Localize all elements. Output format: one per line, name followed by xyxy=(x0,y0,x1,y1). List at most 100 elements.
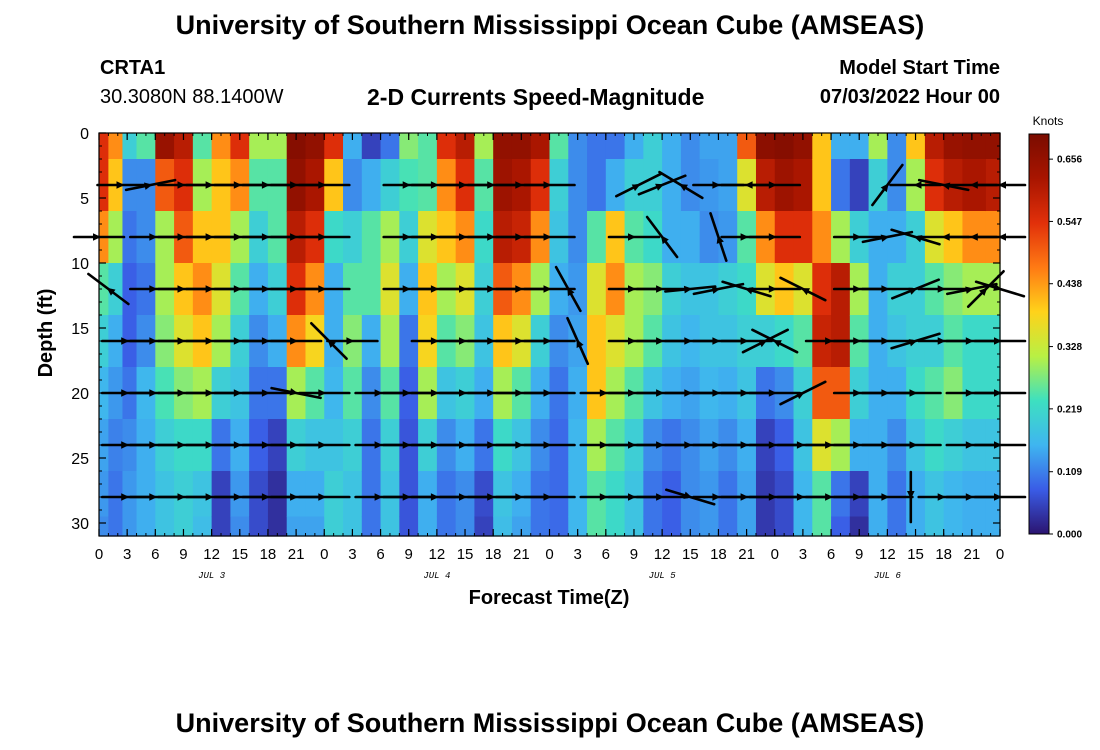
heatmap-cell xyxy=(643,471,663,518)
heatmap-cell xyxy=(192,471,213,518)
heatmap-cell xyxy=(380,315,400,368)
heatmap-cell xyxy=(343,159,363,212)
current-vector xyxy=(890,278,941,300)
current-vector xyxy=(658,170,704,200)
heatmap-cell xyxy=(211,133,231,160)
heatmap-cell xyxy=(305,133,325,160)
heatmap-cell xyxy=(122,516,138,537)
heatmap-cell xyxy=(286,471,307,518)
current-vector xyxy=(741,328,790,354)
heatmap-cell xyxy=(549,516,569,537)
current-vector xyxy=(832,233,886,241)
heatmap-cell xyxy=(699,263,720,316)
x-tick-label: 3 xyxy=(573,546,581,563)
x-tick-label: 6 xyxy=(827,546,835,563)
day-label: JUL 6 xyxy=(874,571,902,581)
heatmap-cell xyxy=(718,263,738,316)
heatmap-cell xyxy=(549,471,569,518)
heatmap-cell xyxy=(643,159,663,212)
heatmap-cell xyxy=(812,367,832,420)
heatmap-cell xyxy=(418,516,438,537)
current-vector xyxy=(241,389,295,397)
chart-title: University of Southern Mississippi Ocean… xyxy=(175,10,925,40)
heatmap-cell xyxy=(174,516,194,537)
speed-heatmap xyxy=(99,133,1001,537)
heatmap-cell xyxy=(211,471,231,518)
heatmap-cell xyxy=(587,516,607,537)
heatmap-cell xyxy=(99,471,109,518)
colorbar-unit: Knots xyxy=(1033,114,1064,128)
heatmap-cell xyxy=(267,133,288,160)
heatmap-cell xyxy=(108,133,124,160)
heatmap-cell xyxy=(399,516,419,537)
heatmap-cell xyxy=(812,471,832,518)
heatmap-cell xyxy=(511,133,532,160)
heatmap-cell xyxy=(587,315,607,368)
heatmap-cell xyxy=(211,516,231,537)
current-vector xyxy=(966,269,1005,309)
heatmap-cell xyxy=(849,133,870,160)
current-vector xyxy=(523,233,576,241)
heatmap-cell xyxy=(493,516,513,537)
heatmap-cell xyxy=(511,516,532,537)
x-tick-label: 0 xyxy=(320,546,328,563)
heatmap-cell xyxy=(380,516,400,537)
heatmap-cell xyxy=(530,471,551,518)
heatmap-cell xyxy=(99,516,109,537)
heatmap-cell xyxy=(436,516,457,537)
current-vector xyxy=(748,285,802,293)
current-vectors xyxy=(72,163,1027,524)
heatmap-cell xyxy=(868,159,888,212)
colorbar-gradient xyxy=(1028,133,1050,535)
heatmap-cell xyxy=(455,133,476,160)
heatmap-cell xyxy=(906,133,926,160)
heatmap-cell xyxy=(380,133,400,160)
heatmap-cell xyxy=(774,315,795,368)
heatmap-cell xyxy=(662,516,682,537)
heatmap-cell xyxy=(568,133,588,160)
current-vector xyxy=(890,332,941,350)
heatmap-cell xyxy=(718,133,738,160)
heatmap-cell xyxy=(774,516,795,537)
heatmap-cell xyxy=(174,471,194,518)
heatmap-cell xyxy=(249,471,269,518)
colorbar-ticks: 0.656 0.547 0.438 0.328 0.219 0.109 0.000 xyxy=(1049,155,1082,541)
heatmap-cell xyxy=(418,133,438,160)
heatmap-cell xyxy=(324,133,344,160)
current-vector xyxy=(779,380,827,406)
heatmap-cell xyxy=(155,471,175,518)
current-vector xyxy=(124,178,177,192)
heatmap-cell xyxy=(831,159,851,212)
heatmap-cell xyxy=(136,133,156,160)
y-tick-label: 25 xyxy=(71,451,89,468)
heatmap-cell xyxy=(568,419,588,472)
heatmap-cell xyxy=(361,516,382,537)
heatmap-cell xyxy=(868,133,888,160)
x-tick-label: 12 xyxy=(429,546,446,563)
current-vector xyxy=(871,163,904,207)
heatmap-cell xyxy=(831,133,851,160)
heatmap-cell xyxy=(230,133,250,160)
x-tick-label: 6 xyxy=(151,546,159,563)
x-tick-label: 18 xyxy=(935,546,952,563)
heatmap-cell xyxy=(587,471,607,518)
heatmap-cell xyxy=(343,516,363,537)
model-start-value: 07/03/2022 Hour 00 xyxy=(819,86,1000,108)
heatmap-cell xyxy=(267,471,288,518)
current-vector xyxy=(779,276,827,302)
x-tick-label: 15 xyxy=(907,546,924,563)
heatmap-cell xyxy=(793,315,813,368)
heatmap-cell xyxy=(267,516,288,537)
heatmap-cell xyxy=(361,263,382,316)
heatmap-cell xyxy=(511,471,532,518)
heatmap-cell xyxy=(755,471,776,518)
heatmap-cell xyxy=(793,471,813,518)
heatmap-cell xyxy=(924,471,945,518)
heatmap-cell xyxy=(568,471,588,518)
x-tick-label: 21 xyxy=(738,546,755,563)
heatmap-cell xyxy=(474,471,494,518)
y-tick-label: 0 xyxy=(80,126,89,143)
heatmap-cell xyxy=(136,471,156,518)
heatmap-cell xyxy=(474,516,494,537)
